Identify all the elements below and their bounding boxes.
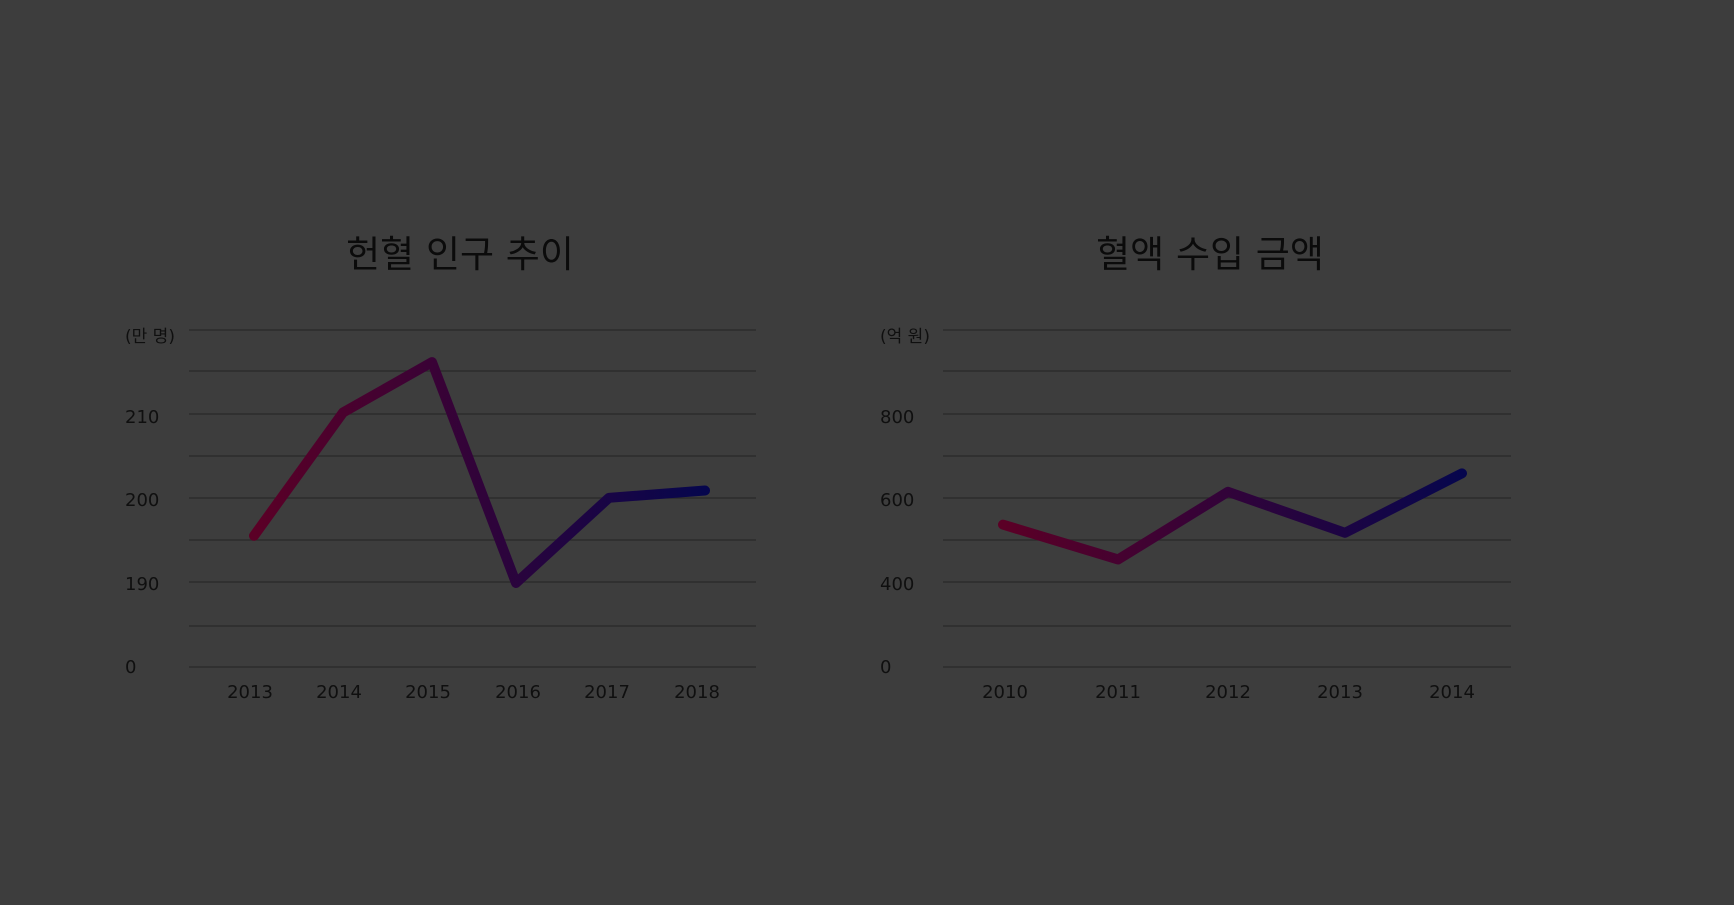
y-tick-label: 200 [125,490,159,511]
chart-title: 헌혈 인구 추이 [346,233,574,276]
x-tick-labels: 2013 2014 2015 2016 2017 2018 [227,682,720,703]
chart-blood-donors: 헌혈 인구 추이 (만 명) 210 200 190 0 2013 2014 2… [125,233,756,703]
x-tick-label: 2014 [1429,682,1475,703]
y-tick-label: 400 [880,574,914,595]
y-tick-label: 190 [125,574,159,595]
series-marks [998,468,1467,565]
x-tick-label: 2018 [674,682,720,703]
y-tick-label: 800 [880,407,914,428]
y-tick-label: 210 [125,407,159,428]
x-tick-label: 2017 [584,682,630,703]
y-tick-labels: 210 200 190 0 [125,407,159,678]
x-tick-label: 2013 [227,682,273,703]
series-marks [249,357,710,588]
data-point [701,486,709,495]
y-tick-label: 0 [880,657,891,678]
y-tick-label: 600 [880,490,914,511]
x-tick-label: 2014 [316,682,362,703]
x-tick-label: 2011 [1095,682,1141,703]
series-line [249,357,710,588]
y-unit-label: (만 명) [125,327,175,347]
chart-title: 혈액 수입 금액 [1096,233,1324,276]
x-tick-label: 2015 [405,682,451,703]
data-point [999,520,1007,529]
x-tick-label: 2013 [1317,682,1363,703]
grid-lines [189,329,756,668]
data-point [250,531,258,540]
y-unit-label: (억 원) [880,327,930,347]
x-tick-label: 2016 [495,682,541,703]
chart-blood-import-amount: 혈액 수입 금액 (억 원) 800 600 400 0 2010 2011 2… [880,233,1511,703]
x-tick-labels: 2010 2011 2012 2013 2014 [982,682,1475,703]
x-tick-label: 2010 [982,682,1028,703]
grid-lines [943,329,1511,668]
x-tick-label: 2012 [1205,682,1251,703]
data-point [1458,469,1466,478]
y-tick-label: 0 [125,657,136,678]
series-line [998,468,1467,565]
y-tick-labels: 800 600 400 0 [880,407,914,678]
